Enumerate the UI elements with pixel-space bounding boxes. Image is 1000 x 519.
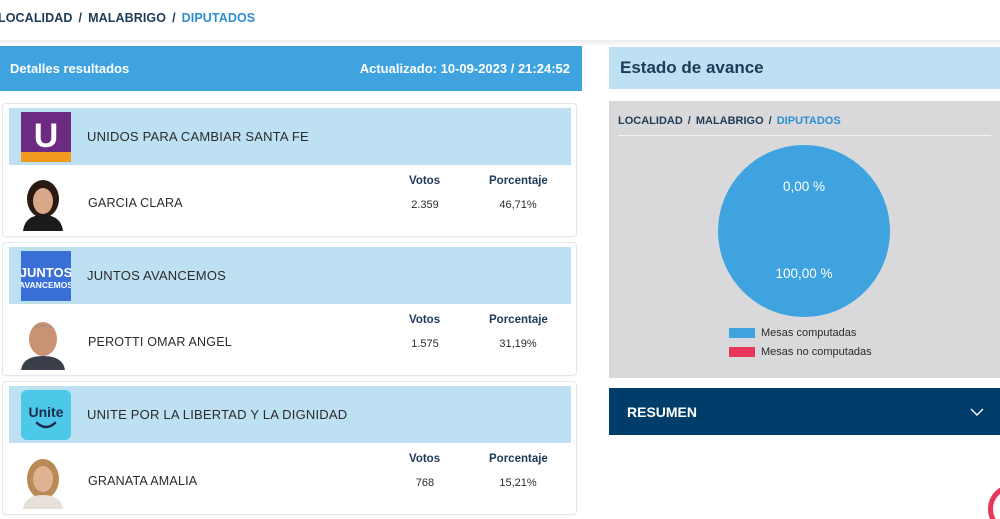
candidate-row: GARCIA CLARA Votos Porcentaje 2.359 46,7… (3, 166, 578, 236)
results-title: Detalles resultados (10, 61, 130, 76)
chevron-down-icon[interactable] (970, 404, 984, 420)
estado-breadcrumb-malabrigo[interactable]: MALABRIGO (695, 115, 764, 127)
breadcrumb-localidad[interactable]: LOCALIDAD (0, 11, 73, 25)
legend-swatch-computadas (729, 328, 755, 338)
resumen-title: RESUMEN (627, 403, 698, 420)
candidate-name: PEROTTI OMAR ANGEL (88, 335, 232, 349)
juntos-logo-text: JUNTOS (21, 265, 71, 280)
pie-no-computadas-slice (718, 145, 890, 317)
party-bar: U UNIDOS PARA CAMBIAR SANTA FE (9, 108, 571, 165)
percent-header: Porcentaje (489, 314, 548, 326)
estado-title: Estado de avance (620, 58, 764, 77)
candidate-row: GRANATA AMALIA Votos Porcentaje 768 15,2… (3, 444, 578, 514)
votes-value: 2.359 (411, 199, 439, 211)
legend-no-computadas: Mesas no computadas (729, 346, 872, 358)
breadcrumb-diputados: DIPUTADOS (181, 11, 256, 25)
updated-timestamp: Actualizado: 10-09-2023 / 21:24:52 (359, 61, 570, 76)
party-logo-unidos: U (21, 111, 71, 162)
candidate-name: GARCIA CLARA (88, 196, 183, 210)
party-card: U UNIDOS PARA CAMBIAR SANTA FE GARCIA CL… (2, 103, 577, 237)
breadcrumb: LOCALIDAD / MALABRIGO / DIPUTADOS (0, 11, 255, 25)
unite-logo-text: Unite (29, 404, 64, 420)
juntos-logo-subtext: AVANCEMOS (21, 280, 71, 290)
percent-header: Porcentaje (489, 453, 548, 465)
candidate-photo (17, 453, 69, 509)
party-logo-juntos: JUNTOS AVANCEMOS (21, 250, 71, 301)
party-name: UNIDOS PARA CAMBIAR SANTA FE (87, 129, 309, 144)
party-bar: JUNTOS AVANCEMOS JUNTOS AVANCEMOS (9, 247, 571, 304)
estado-breadcrumb-diputados: DIPUTADOS (776, 115, 841, 127)
breadcrumb-malabrigo[interactable]: MALABRIGO (88, 11, 167, 25)
party-name: UNITE POR LA LIBERTAD Y LA DIGNIDAD (87, 407, 348, 422)
votes-value: 1.575 (411, 338, 439, 350)
votes-header: Votos (409, 314, 441, 326)
votes-header: Votos (409, 453, 441, 465)
party-bar: Unite UNITE POR LA LIBERTAD Y LA DIGNIDA… (9, 386, 571, 443)
party-logo-unite: Unite (21, 389, 71, 440)
votes-header: Votos (409, 175, 441, 187)
estado-panel: LOCALIDAD / MALABRIGO / DIPUTADOS 0,00 % 100… (609, 101, 1000, 378)
legend-label-no-computadas: Mesas no computadas (761, 346, 872, 358)
breadcrumb-separator: / (172, 11, 176, 25)
votes-value: 768 (415, 477, 435, 489)
divider (618, 135, 991, 136)
percent-value: 31,19% (499, 338, 537, 350)
percent-value: 46,71% (499, 199, 537, 211)
resumen-accordion[interactable]: RESUMEN (609, 388, 1000, 435)
percent-header: Porcentaje (489, 175, 548, 187)
pie-top-label: 0,00 % (782, 179, 826, 194)
header-shadow (0, 40, 1000, 46)
percent-value: 15,21% (499, 477, 537, 489)
candidate-photo (17, 314, 69, 370)
candidate-name: GRANATA AMALIA (88, 474, 198, 488)
results-header: Detalles resultados Actualizado: 10-09-2… (0, 46, 582, 91)
legend-swatch-no-computadas (729, 347, 755, 357)
candidate-photo (17, 175, 69, 231)
party-card: JUNTOS AVANCEMOS JUNTOS AVANCEMOS PEROTT… (2, 242, 577, 376)
breadcrumb-separator: / (78, 11, 83, 25)
estado-breadcrumb: LOCALIDAD / MALABRIGO / DIPUTADOS (618, 115, 841, 127)
chat-fab[interactable] (988, 484, 1000, 519)
party-name: JUNTOS AVANCEMOS (87, 268, 227, 283)
legend-computadas: Mesas computadas (729, 327, 856, 339)
unidos-logo-letter: U (34, 117, 59, 155)
candidate-row: PEROTTI OMAR ANGEL Votos Porcentaje 1.57… (3, 305, 578, 375)
party-card: Unite UNITE POR LA LIBERTAD Y LA DIGNIDA… (2, 381, 577, 515)
pie-bottom-label: 100,00 % (775, 266, 833, 281)
breadcrumb-separator: / (687, 115, 691, 127)
estado-breadcrumb-localidad[interactable]: LOCALIDAD (618, 115, 683, 127)
breadcrumb-separator: / (768, 115, 772, 127)
estado-header: Estado de avance (609, 47, 1000, 89)
legend-label-computadas: Mesas computadas (761, 327, 857, 339)
progress-pie: 0,00 % 100,00 % (718, 145, 890, 322)
